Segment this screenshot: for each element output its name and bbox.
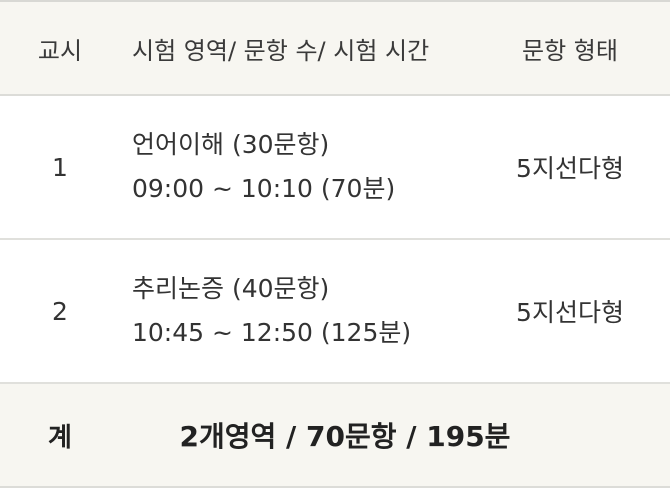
area-time: 10:45 ~ 12:50 (125분) <box>132 318 412 347</box>
area-subject: 언어이해 (30문항) <box>132 130 330 159</box>
header-area: 시험 영역/ 문항 수/ 시험 시간 <box>132 36 430 65</box>
format-cell: 5지선다형 <box>516 154 624 183</box>
period-cell: 1 <box>52 152 68 182</box>
area-subject: 추리논증 (40문항) <box>132 274 330 303</box>
area-time: 09:00 ~ 10:10 (70분) <box>132 174 396 203</box>
area-cell: 추리논증 (40문항) 10:45 ~ 12:50 (125분) <box>120 240 470 382</box>
total-summary: 2개영역 / 70문항 / 195분 <box>179 420 511 453</box>
area-cell: 언어이해 (30문항) 09:00 ~ 10:10 (70분) <box>120 96 470 238</box>
header-period: 교시 <box>37 36 83 65</box>
total-label: 계 <box>48 422 72 453</box>
format-cell: 5지선다형 <box>516 298 624 327</box>
header-format: 문항 형태 <box>522 36 618 65</box>
table-header-row: 교시 시험 영역/ 문항 수/ 시험 시간 문항 형태 <box>0 2 670 96</box>
total-row: 계 2개영역 / 70문항 / 195분 <box>0 384 670 488</box>
table-row: 1 언어이해 (30문항) 09:00 ~ 10:10 (70분) 5지선다형 <box>0 96 670 240</box>
period-cell: 2 <box>52 296 68 326</box>
table-row: 2 추리논증 (40문항) 10:45 ~ 12:50 (125분) 5지선다형 <box>0 240 670 384</box>
